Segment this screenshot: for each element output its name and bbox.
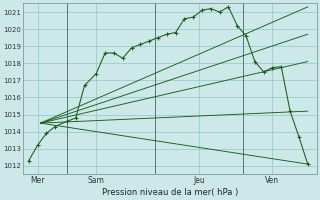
- X-axis label: Pression niveau de la mer( hPa ): Pression niveau de la mer( hPa ): [101, 188, 238, 197]
